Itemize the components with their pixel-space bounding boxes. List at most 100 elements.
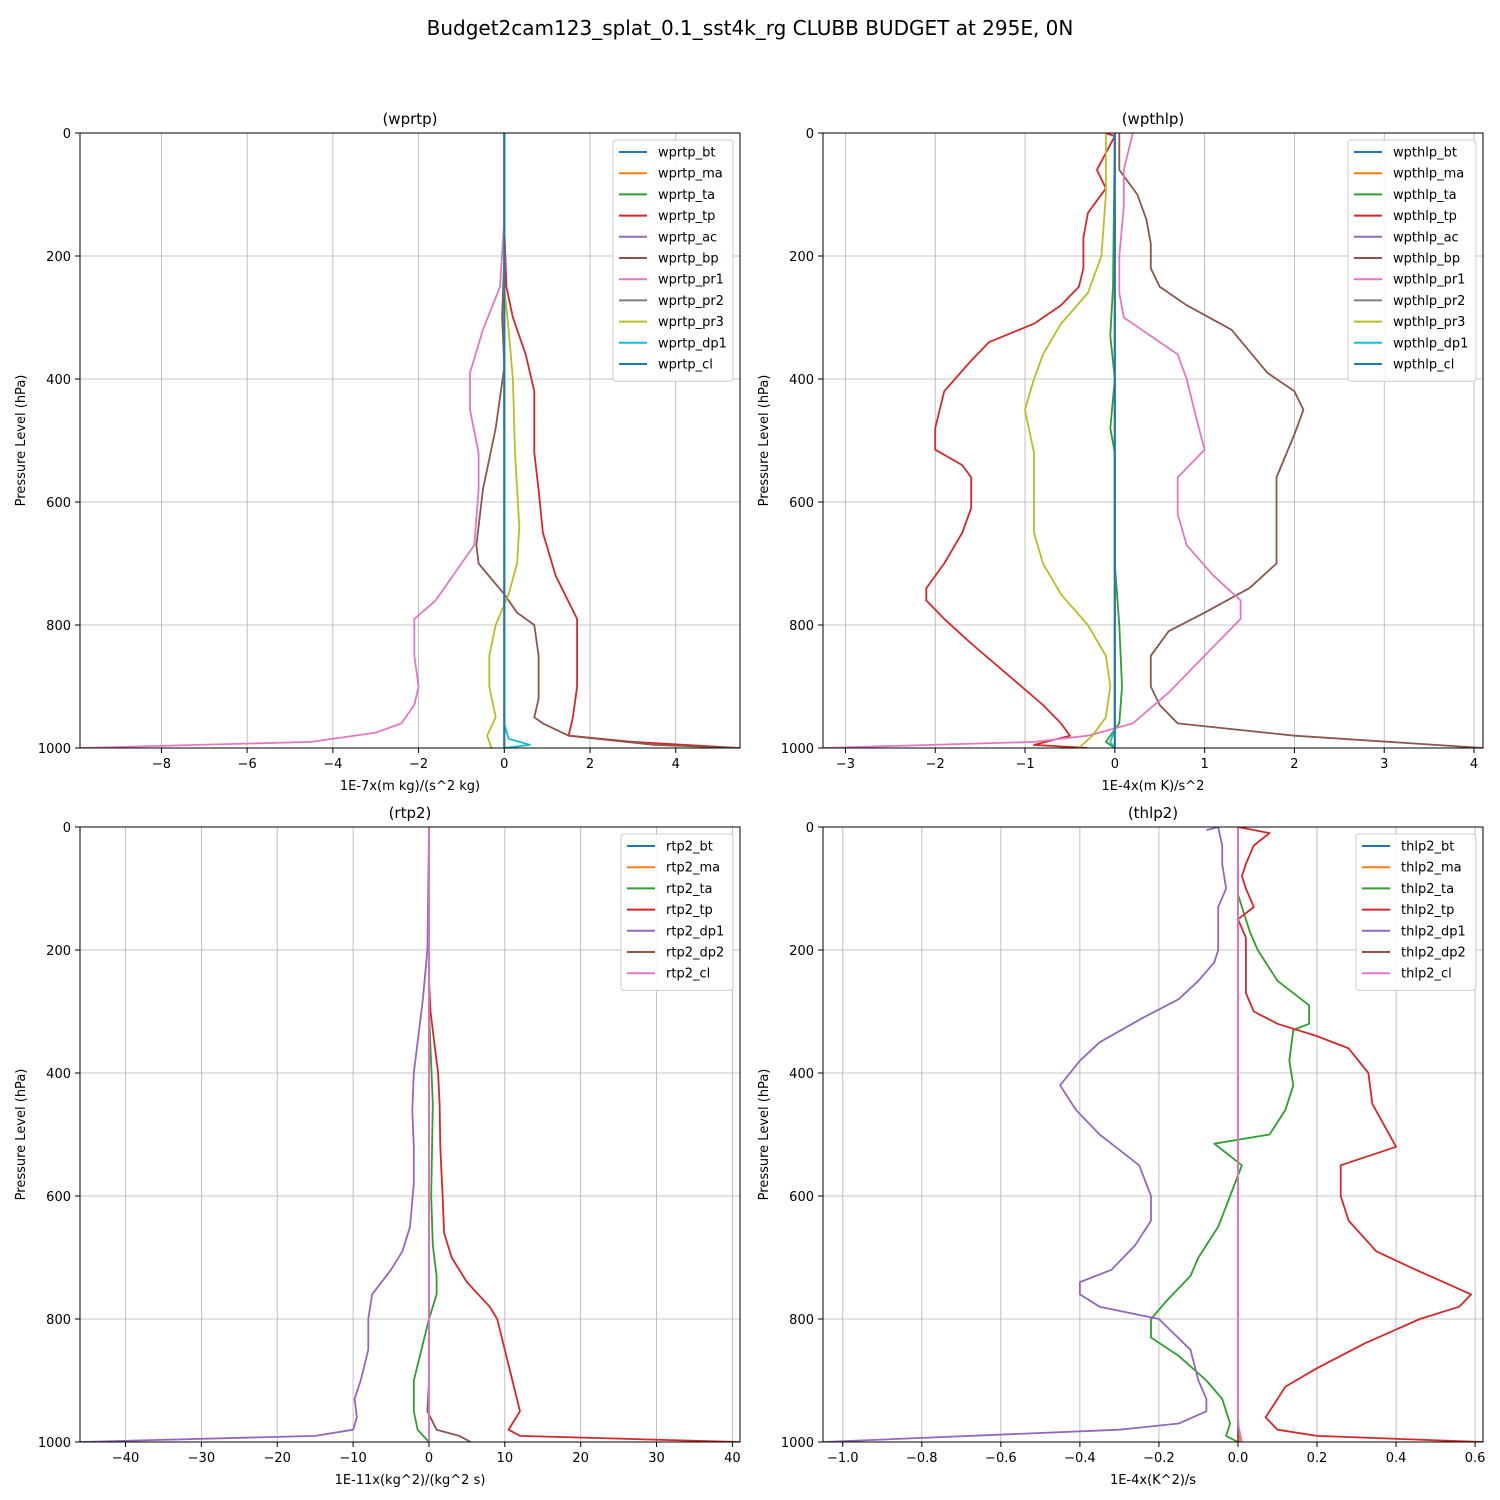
legend-label: wpthlp_cl: [1393, 358, 1454, 373]
x-tick-label: −1.0: [827, 1451, 859, 1466]
legend-label: wpthlp_bp: [1393, 252, 1460, 267]
series-group: [823, 827, 1483, 1442]
x-tick-label: 10: [497, 1451, 514, 1466]
panel-title: (rtp2): [389, 804, 432, 822]
y-tick-label: 200: [46, 944, 71, 959]
series-group: [80, 133, 740, 748]
legend: rtp2_bt rtp2_ma rtp2_ta rtp2_tp rtp2_dp1 rtp2…: [620, 833, 734, 991]
series-line-wpthlp_pr3: [1024, 133, 1112, 748]
legend-label: wpthlp_pr2: [1393, 294, 1465, 309]
legend-label: rtp2_dp2: [666, 946, 724, 961]
series-line-rtp2_ta: [412, 827, 438, 1442]
axes-frame: [822, 132, 1484, 749]
y-tick-label: 1000: [781, 1436, 814, 1451]
figure-title: Budget2cam123_splat_0.1_sst4k_rg CLUBB B…: [426, 16, 1074, 40]
y-tick-label: 600: [46, 1190, 71, 1205]
legend-label: thlp2_bt: [1401, 840, 1454, 855]
y-tick-label: 1000: [781, 742, 814, 757]
legend-label: thlp2_dp1: [1401, 924, 1466, 939]
x-tick-label: 0.0: [1228, 1451, 1249, 1466]
legend: wpthlp_bt wpthlp_ma wpthlp_ta wpthlp_tpwpth…: [1347, 139, 1477, 382]
series-line-wpthlp_pr1: [823, 133, 1242, 748]
y-axis-label: Pressure Level (hPa): [14, 375, 29, 507]
y-tick-label: 400: [46, 373, 71, 388]
panel-rtp2: −40 −30 −20 −10 0 10 20 30 4002004006008001000(r…: [14, 804, 741, 1488]
y-tick-label: 600: [789, 1190, 814, 1205]
y-tick-label: 800: [46, 1313, 71, 1328]
x-tick-label: 4: [1470, 757, 1478, 772]
legend-label: wpthlp_dp1: [1393, 336, 1468, 351]
y-tick-label: 0: [63, 127, 71, 142]
legend-label: rtp2_ma: [666, 861, 720, 876]
series-line-rtp2_dp2: [426, 827, 472, 1442]
x-tick-label: −40: [112, 1451, 139, 1466]
x-tick-label: 1: [1200, 757, 1208, 772]
legend-label: thlp2_ma: [1401, 861, 1462, 876]
series-line-wpthlp_tp: [925, 133, 1116, 748]
x-tick-label: 2: [1290, 757, 1298, 772]
x-tick-label: −2: [409, 757, 428, 772]
panel-title: (wprtp): [382, 110, 437, 128]
series-line-wprtp_tp: [503, 133, 740, 748]
x-tick-label: 0.6: [1465, 1451, 1486, 1466]
x-tick-label: −0.4: [1064, 1451, 1096, 1466]
series-group: [823, 133, 1483, 748]
x-tick-label: −8: [152, 757, 171, 772]
x-tick-label: 0: [425, 1451, 433, 1466]
x-tick-label: −2: [926, 757, 945, 772]
series-line-wpthlp_bp: [1118, 133, 1483, 748]
legend-label: rtp2_cl: [666, 967, 710, 982]
y-tick-label: 0: [806, 821, 814, 836]
panel-title: (thlp2): [1128, 804, 1178, 822]
legend-label: thlp2_ta: [1401, 882, 1454, 897]
legend-label: wprtp_pr2: [658, 294, 724, 309]
y-tick-label: 600: [46, 496, 71, 511]
x-tick-label: 0.2: [1307, 1451, 1328, 1466]
y-axis-label: Pressure Level (hPa): [757, 375, 772, 507]
x-tick-label: 0: [500, 757, 508, 772]
y-tick-label: 400: [789, 373, 814, 388]
legend-label: wprtp_ac: [658, 230, 717, 245]
x-tick-label: 20: [572, 1451, 589, 1466]
panel-wpthlp: −3 −2 −1 0 1 2 3 4 0 200 400 600 800 1000 (wpthlp) 1E-4…: [757, 110, 1484, 794]
x-tick-label: −10: [339, 1451, 366, 1466]
legend-label: rtp2_dp1: [666, 924, 724, 939]
legend-label: rtp2_bt: [666, 840, 713, 855]
x-tick-label: −20: [264, 1451, 291, 1466]
legend-label: wpthlp_tp: [1393, 209, 1457, 224]
x-tick-label: 30: [648, 1451, 665, 1466]
legend-label: thlp2_dp2: [1401, 946, 1466, 961]
series-line-rtp2_dp1: [80, 827, 430, 1442]
legend-label: wprtp_dp1: [658, 336, 727, 351]
x-axis-label: 1E-4x(K^2)/s: [1110, 1473, 1196, 1488]
panel-thlp2: −1.0 −0.8 −0.6 −0.4 −0.2 0.0 0.2 0.4 0.6 0 200 400 6…: [757, 804, 1486, 1488]
legend-label: wprtp_bp: [658, 252, 719, 267]
x-tick-label: −1: [1015, 757, 1034, 772]
legend-label: wpthlp_ma: [1393, 167, 1464, 182]
y-tick-label: 800: [789, 1313, 814, 1328]
legend-label: wprtp_bt: [658, 146, 715, 161]
legend-label: wpthlp_pr1: [1393, 273, 1465, 288]
legend: thlp2_bt thlp2_ma thlp2_ta thlp2_tp thlp2_dp…: [1355, 833, 1477, 991]
y-tick-label: 200: [46, 250, 71, 265]
x-tick-label: 0: [1111, 757, 1119, 772]
y-axis-label: Pressure Level (hPa): [757, 1069, 772, 1201]
y-tick-label: 1000: [38, 1436, 71, 1451]
y-tick-label: 800: [789, 619, 814, 634]
x-axis-label: 1E-7x(m kg)/(s^2 kg): [340, 779, 480, 794]
x-tick-label: −0.6: [985, 1451, 1017, 1466]
series-line-wprtp_pr3: [486, 133, 521, 748]
x-tick-label: 0.4: [1386, 1451, 1407, 1466]
x-tick-label: −4: [323, 757, 342, 772]
legend-label: wpthlp_ac: [1393, 230, 1459, 245]
series-line-thlp2_dp1: [823, 827, 1228, 1442]
series-line-rtp2_tp: [428, 827, 740, 1442]
legend-label: wprtp_cl: [658, 358, 713, 373]
axes-frame: [822, 826, 1484, 1443]
y-tick-label: 400: [789, 1067, 814, 1082]
legend-label: wprtp_ta: [658, 188, 715, 203]
x-tick-label: 2: [586, 757, 594, 772]
x-tick-label: −30: [188, 1451, 215, 1466]
y-axis-label: Pressure Level (hPa): [14, 1069, 29, 1201]
